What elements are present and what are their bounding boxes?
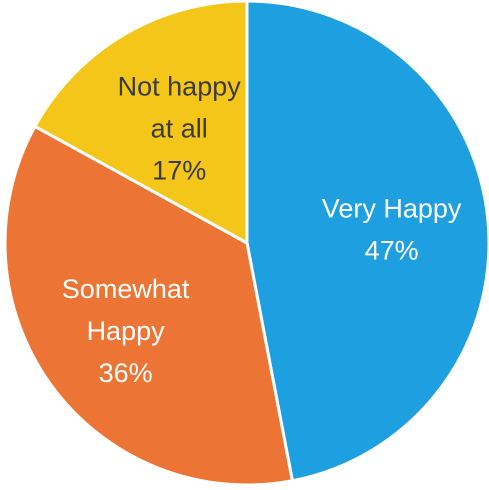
data-label-line: Happy	[87, 316, 166, 346]
data-label-somewhat-happy: Somewhat Happy 36%	[62, 274, 190, 388]
data-label-line: 17%	[152, 155, 206, 185]
data-label-line: 47%	[365, 235, 419, 265]
data-label-very-happy: Very Happy 47%	[322, 193, 462, 265]
data-label-line: Very Happy	[322, 193, 462, 223]
data-label-not-happy-at-all: Not happy at all 17%	[118, 71, 242, 185]
data-label-line: Not happy	[118, 71, 242, 101]
data-label-line: 36%	[99, 358, 153, 388]
data-label-line: at all	[151, 113, 208, 143]
pie-labels: Very Happy 47% Somewhat Happy 36% Not happy at…	[62, 71, 462, 388]
pie-slice-not-happy-at-all	[33, 0, 249, 245]
pie-slices	[3, 0, 489, 487]
pie-slice-very-happy	[245, 0, 489, 483]
pie-slice-somewhat-happy	[3, 124, 294, 487]
data-label-line: Somewhat	[62, 274, 190, 304]
